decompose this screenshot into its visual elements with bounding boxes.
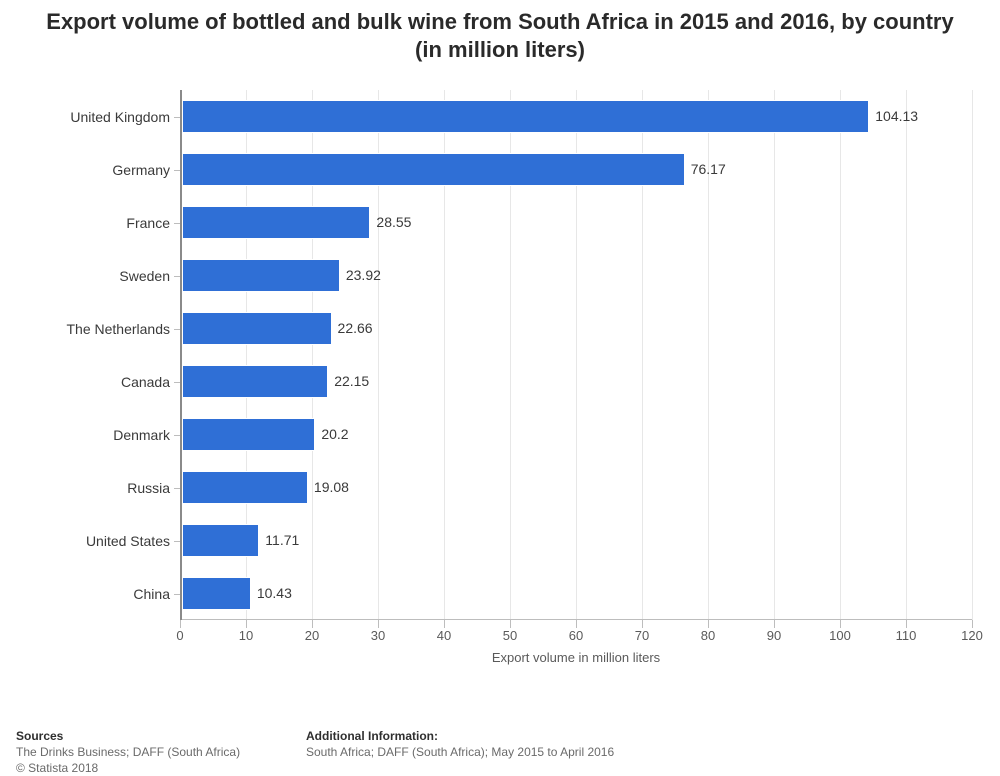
category-label: Canada (121, 374, 180, 390)
bar-value-label: 76.17 (691, 161, 726, 177)
category-label: China (133, 586, 180, 602)
category-label: United States (86, 533, 180, 549)
bar-value-label: 11.71 (265, 532, 299, 548)
bar-row: 20.2 (180, 418, 972, 452)
x-tick-label: 70 (635, 628, 649, 643)
category-label: United Kingdom (70, 109, 180, 125)
x-tick (774, 620, 775, 628)
x-tick-label: 100 (829, 628, 851, 643)
bar-row: 104.13 (180, 100, 972, 134)
sources-line: © Statista 2018 (16, 760, 240, 776)
bar-value-label: 22.66 (338, 320, 373, 336)
bar (182, 365, 328, 399)
x-tick-label: 80 (701, 628, 715, 643)
bar-row: 10.43 (180, 577, 972, 611)
x-tick (972, 620, 973, 628)
bar-value-label: 104.13 (875, 108, 918, 124)
category-label: Denmark (113, 427, 180, 443)
x-tick (576, 620, 577, 628)
x-tick-label: 50 (503, 628, 517, 643)
bar-value-label: 22.15 (334, 373, 369, 389)
x-tick (642, 620, 643, 628)
bar-value-label: 28.55 (376, 214, 411, 230)
x-axis-title: Export volume in million liters (492, 650, 660, 665)
x-tick-label: 30 (371, 628, 385, 643)
bar (182, 100, 869, 134)
bar-value-label: 23.92 (346, 267, 381, 283)
x-tick (378, 620, 379, 628)
chart-stage: Export volume of bottled and bulk wine f… (0, 0, 1000, 743)
x-tick (708, 620, 709, 628)
bar-value-label: 10.43 (257, 585, 292, 601)
sources-heading: Sources (16, 729, 240, 743)
bar-row: 11.71 (180, 524, 972, 558)
bar-row: 76.17 (180, 153, 972, 187)
x-tick (312, 620, 313, 628)
x-tick-label: 60 (569, 628, 583, 643)
bar-value-label: 20.2 (321, 426, 348, 442)
x-tick (906, 620, 907, 628)
bar-row: 19.08 (180, 471, 972, 505)
x-tick (444, 620, 445, 628)
bar-row: 28.55 (180, 206, 972, 240)
category-label: France (126, 215, 180, 231)
category-label: The Netherlands (66, 321, 180, 337)
category-label: Russia (127, 480, 180, 496)
bar (182, 259, 340, 293)
x-tick (510, 620, 511, 628)
bar (182, 312, 332, 346)
sources-line: The Drinks Business; DAFF (South Africa) (16, 744, 240, 760)
chart-title: Export volume of bottled and bulk wine f… (0, 8, 1000, 63)
bar (182, 418, 315, 452)
bar (182, 206, 370, 240)
gridline (972, 90, 973, 620)
bar-value-label: 19.08 (314, 479, 349, 495)
x-tick-label: 0 (176, 628, 183, 643)
bar-row: 22.15 (180, 365, 972, 399)
category-label: Sweden (119, 268, 180, 284)
bar (182, 577, 251, 611)
x-tick-label: 40 (437, 628, 451, 643)
x-tick-label: 20 (305, 628, 319, 643)
x-tick-label: 90 (767, 628, 781, 643)
x-tick (840, 620, 841, 628)
plot-area: Export volume in million liters 01020304… (180, 90, 972, 620)
additional-info-line: South Africa; DAFF (South Africa); May 2… (306, 744, 614, 760)
bar-row: 22.66 (180, 312, 972, 346)
bar (182, 471, 308, 505)
x-tick-label: 120 (961, 628, 983, 643)
x-tick (180, 620, 181, 628)
x-tick-label: 10 (239, 628, 253, 643)
category-label: Germany (112, 162, 180, 178)
additional-info-heading: Additional Information: (306, 729, 614, 743)
bar (182, 153, 685, 187)
bar (182, 524, 259, 558)
x-tick-label: 110 (896, 628, 917, 643)
bar-row: 23.92 (180, 259, 972, 293)
x-tick (246, 620, 247, 628)
